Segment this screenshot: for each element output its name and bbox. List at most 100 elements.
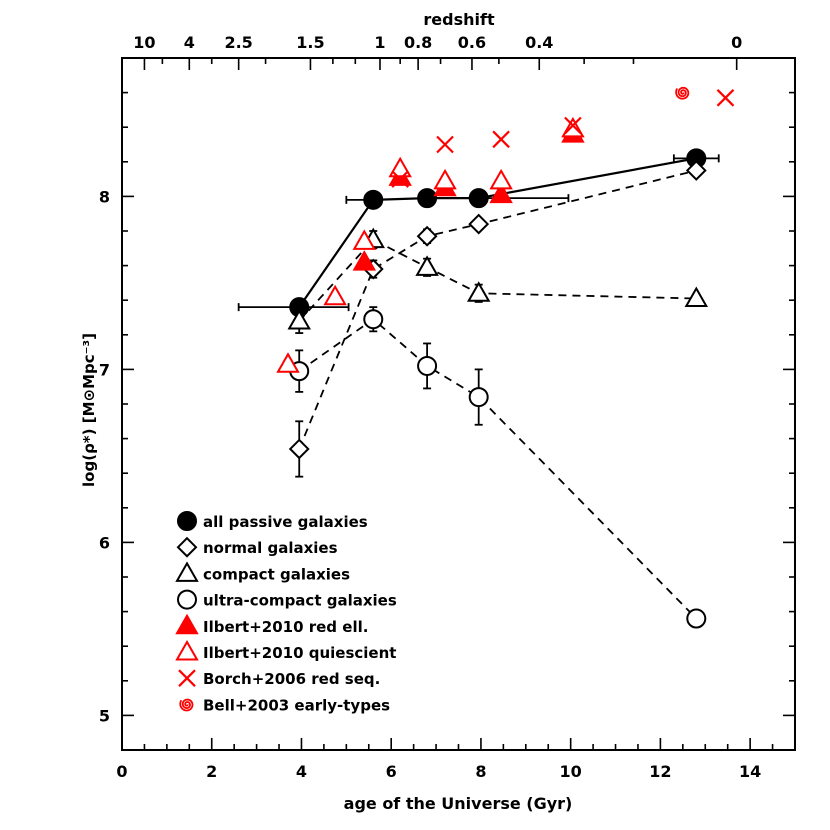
legend-item: ultra-compact galaxies — [177, 589, 397, 610]
marker-shape — [417, 188, 438, 209]
data-point — [468, 188, 489, 209]
legend-label: normal galaxies — [203, 539, 338, 557]
legend-label: ultra-compact galaxies — [203, 592, 397, 610]
data-point — [468, 387, 489, 408]
data-point — [489, 168, 513, 190]
marker-shape — [352, 250, 377, 271]
marker-shape — [363, 309, 384, 330]
marker-shape — [179, 698, 194, 712]
marker-shape — [352, 229, 377, 250]
legend-label: Ilbert+2010 red ell. — [203, 618, 368, 636]
marker-shape — [716, 89, 735, 107]
data-point — [287, 308, 311, 330]
y-tick-label: 8 — [99, 187, 110, 206]
legend-marker — [175, 613, 199, 635]
series-line — [298, 169, 697, 450]
data-point — [416, 225, 438, 247]
marker-shape — [685, 160, 707, 181]
legend-item: compact galaxies — [175, 561, 350, 583]
legend-item: Ilbert+2010 quiescient — [175, 639, 396, 662]
legend-marker — [179, 698, 194, 712]
data-point — [363, 309, 384, 330]
data-point — [276, 352, 300, 373]
data-point — [436, 135, 454, 154]
data-point — [417, 188, 438, 209]
legend-label: all passive galaxies — [203, 513, 368, 531]
legend-marker — [175, 561, 199, 582]
data-point — [675, 86, 690, 100]
data-point — [468, 213, 490, 235]
data-point — [323, 284, 347, 306]
legend-label: compact galaxies — [203, 565, 350, 583]
marker-shape — [433, 168, 457, 190]
marker-shape — [686, 608, 707, 629]
legend-label: Ilbert+2010 quiescient — [203, 644, 396, 662]
data-point — [352, 250, 377, 271]
marker-shape — [388, 156, 412, 178]
legend-marker — [175, 639, 199, 661]
data-point — [433, 168, 457, 190]
marker-shape — [177, 589, 197, 610]
data-point — [564, 116, 582, 135]
top-tick-label: 1.5 — [296, 33, 324, 52]
x-tick-label: 8 — [475, 762, 486, 781]
top-tick-label: 0 — [731, 33, 742, 52]
x-axis-label: age of the Universe (Gyr) — [344, 794, 573, 813]
data-point — [388, 156, 412, 178]
marker-shape — [561, 116, 585, 138]
data-point — [561, 116, 585, 138]
series-bell-2003-early-types — [675, 86, 690, 100]
series-ultra-compact-galaxies — [289, 306, 707, 629]
series-compact-galaxies — [287, 227, 709, 334]
series-line — [298, 318, 697, 620]
marker-shape — [175, 613, 199, 635]
data-point — [391, 170, 409, 188]
marker-shape — [564, 116, 582, 135]
x-tick-label: 0 — [116, 762, 127, 781]
data-point — [492, 130, 510, 149]
data-point — [466, 281, 491, 302]
marker-shape — [178, 669, 196, 687]
marker-shape — [287, 308, 311, 330]
legend-item: all passive galaxies — [177, 511, 368, 531]
marker-shape — [468, 387, 489, 408]
plot-area: 0 2 4 6 8 10 12 14 5 6 7 8 10 4 2.5 1.5 1 0.8 0.6 0.4 0 all p… — [99, 33, 796, 781]
marker-shape — [177, 511, 197, 531]
top-tick-label: 0.8 — [404, 33, 432, 52]
legend-item: Ilbert+2010 red ell. — [175, 613, 368, 636]
marker-shape — [276, 352, 300, 373]
marker-shape — [468, 213, 490, 235]
marker-shape — [684, 286, 709, 307]
marker-shape — [288, 438, 310, 460]
legend-marker — [178, 669, 196, 687]
data-point — [489, 182, 513, 204]
x-tick-label: 4 — [296, 762, 307, 781]
legend-label: Borch+2006 red seq. — [203, 670, 380, 688]
legend-marker — [176, 536, 198, 558]
data-point — [288, 438, 310, 460]
marker-shape — [176, 536, 198, 558]
top-tick-label: 1 — [374, 33, 385, 52]
y-tick-label: 5 — [99, 706, 110, 725]
data-point — [685, 160, 707, 181]
legend-marker — [177, 589, 197, 610]
top-axis-title: redshift — [423, 10, 495, 29]
marker-shape — [363, 189, 384, 210]
legend-label: Bell+2003 early-types — [203, 696, 390, 714]
data-point — [417, 355, 438, 376]
data-point — [352, 229, 377, 250]
legend-item: Borch+2006 red seq. — [178, 669, 380, 688]
data-point — [716, 89, 735, 107]
series-borch-2006-red-seq- — [391, 89, 735, 188]
top-tick-label: 4 — [184, 33, 195, 52]
marker-shape — [175, 561, 199, 582]
marker-shape — [416, 225, 438, 247]
marker-shape — [489, 182, 513, 204]
series-ilbert-2010-quiescient — [276, 116, 585, 373]
data-point — [684, 286, 709, 307]
marker-shape — [675, 86, 690, 100]
x-tick-label: 2 — [206, 762, 217, 781]
marker-shape — [466, 281, 491, 302]
marker-shape — [417, 355, 438, 376]
